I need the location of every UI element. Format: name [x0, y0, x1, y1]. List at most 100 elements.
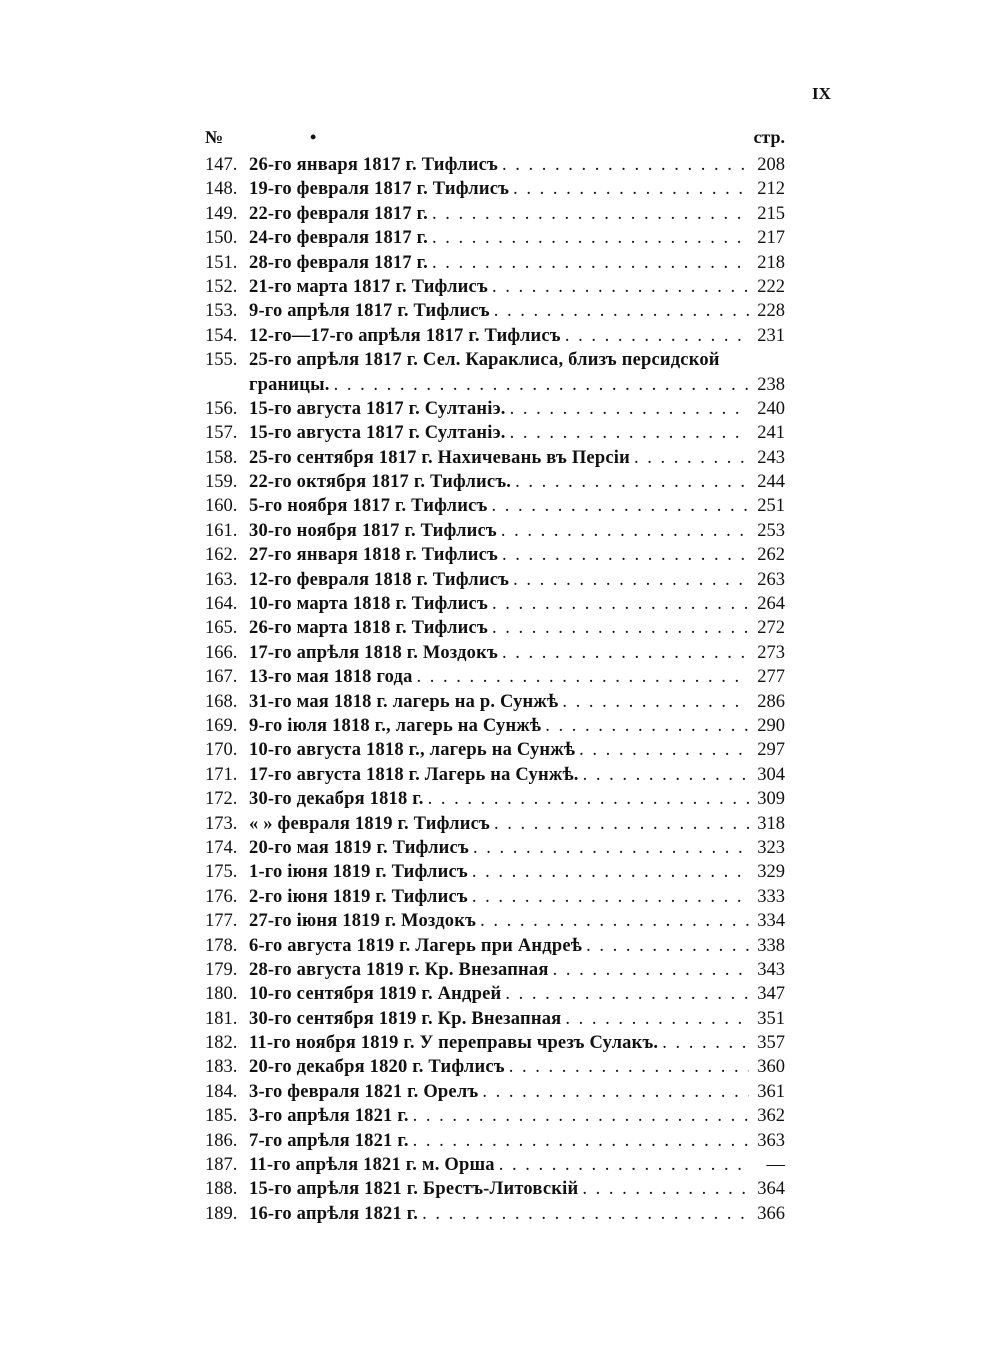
entry-number: 163.: [205, 569, 238, 590]
entry-number: 183.: [205, 1057, 238, 1078]
dot-leader: [579, 738, 749, 762]
entry-title: 3-го апрѣля 1821 г.: [249, 1106, 409, 1127]
toc-entry: 178. 6-го августа 1819 г. Лагерь при Андр…: [205, 934, 785, 958]
dot-leader: [473, 836, 749, 860]
dot-leader: [501, 519, 749, 543]
entry-page: 228: [757, 301, 785, 322]
entry-title: 11-го апрѣля 1821 г. м. Орша: [249, 1155, 495, 1176]
entry-page: 251: [757, 496, 785, 517]
entry-number: 187.: [205, 1155, 238, 1176]
entry-title: 15-го августа 1817 г. Султаніэ.: [249, 423, 506, 444]
entry-title: 16-го апрѣля 1821 г.: [249, 1203, 419, 1224]
entry-number: 158.: [205, 447, 238, 468]
toc-entry: 153. 9-го апрѣля 1817 г. Тифлисъ 228: [205, 299, 785, 323]
entry-number: 170.: [205, 740, 238, 761]
toc-entry: 189. 16-го апрѣля 1821 г. 366: [205, 1202, 785, 1226]
entry-number: 185.: [205, 1106, 238, 1127]
entry-number: 149.: [205, 203, 238, 224]
entry-title: 15-го августа 1817 г. Султаніэ.: [249, 398, 506, 419]
ornament-mark: •: [310, 127, 317, 147]
dot-leader: [494, 812, 749, 836]
dot-leader: [482, 1080, 749, 1104]
toc-entry: 184. 3-го февраля 1821 г. Орелъ 361: [205, 1080, 785, 1104]
toc-entry: 188. 15-го апрѣля 1821 г. Брестъ-Литовскі…: [205, 1177, 785, 1201]
toc-entry: 169. 9-го іюля 1818 г., лагерь на Сунжѣ 29…: [205, 714, 785, 738]
entry-number: 159.: [205, 472, 238, 493]
entry-title: 2-го іюня 1819 г. Тифлисъ: [249, 886, 468, 907]
toc-entry: 157. 15-го августа 1817 г. Султаніэ. 241: [205, 421, 785, 445]
entry-title: 20-го мая 1819 г. Тифлисъ: [249, 837, 469, 858]
entry-title: 27-го января 1818 г. Тифлисъ: [249, 545, 499, 566]
entry-title: 17-го августа 1818 г. Лагерь на Сунжѣ.: [249, 764, 579, 785]
entry-number: 186.: [205, 1130, 238, 1151]
entry-page: 351: [757, 1008, 785, 1029]
entry-page: 264: [757, 594, 785, 615]
dot-leader: [502, 543, 749, 567]
entry-number: 173.: [205, 813, 238, 834]
toc-entry: 155. 25-го апрѣля 1817 г. Сел. Караклиса,…: [205, 348, 785, 372]
entry-number: 154.: [205, 325, 238, 346]
dot-leader: [428, 787, 749, 811]
entry-page: 366: [757, 1203, 785, 1224]
toc-entry: 159. 22-го октября 1817 г. Тифлисъ. 244: [205, 470, 785, 494]
entry-page: 363: [757, 1130, 785, 1151]
page-number: IX: [812, 84, 831, 103]
toc-entry: 182. 11-го ноября 1819 г. У переправы чре…: [205, 1031, 785, 1055]
page-column-label: стр.: [753, 127, 785, 147]
entry-page: 364: [757, 1179, 785, 1200]
entry-title: 12-го февраля 1818 г. Тифлисъ: [249, 569, 510, 590]
toc-entry: 149. 22-го февраля 1817 г. 215: [205, 202, 785, 226]
entry-page: 338: [757, 935, 785, 956]
entry-page: 323: [757, 837, 785, 858]
entry-title: 9-го апрѣля 1817 г. Тифлисъ: [249, 301, 490, 322]
toc-entry: 151. 28-го февраля 1817 г. 218: [205, 251, 785, 275]
entry-page: 361: [757, 1081, 785, 1102]
entry-page: 231: [757, 325, 785, 346]
dot-leader: [502, 153, 749, 177]
dot-leader: [510, 397, 749, 421]
toc-entry: 165. 26-го марта 1818 г. Тифлисъ 272: [205, 616, 785, 640]
entry-title: 30-го сентября 1819 г. Кр. Внезапная: [249, 1008, 562, 1029]
entry-number: 167.: [205, 667, 238, 688]
entry-title: 20-го декабря 1820 г. Тифлисъ: [249, 1057, 505, 1078]
entry-number: 172.: [205, 789, 238, 810]
dot-leader: [494, 299, 749, 323]
entry-number: 176.: [205, 886, 238, 907]
entry-title: 17-го апрѣля 1818 г. Моздокъ: [249, 642, 498, 663]
entry-page: 360: [757, 1057, 785, 1078]
entry-title: 10-го августа 1818 г., лагерь на Сунжѣ: [249, 740, 576, 761]
toc-entry: 148. 19-го февраля 1817 г. Тифлисъ 212: [205, 177, 785, 201]
dot-leader: [502, 641, 749, 665]
entry-page: —: [766, 1155, 786, 1176]
entry-number: 189.: [205, 1203, 238, 1224]
toc-entry: 174. 20-го мая 1819 г. Тифлисъ 323: [205, 836, 785, 860]
entry-page: 208: [757, 155, 785, 175]
toc-entry: 187. 11-го апрѣля 1821 г. м. Орша —: [205, 1153, 785, 1177]
toc-entry: 181. 30-го сентября 1819 г. Кр. Внезапная…: [205, 1007, 785, 1031]
entry-number: 175.: [205, 862, 238, 883]
dot-leader: [413, 1129, 749, 1153]
toc-entry: 173. « » февраля 1819 г. Тифлисъ 318: [205, 812, 785, 836]
entry-title: 7-го апрѣля 1821 г.: [249, 1130, 409, 1151]
entry-title: 6-го августа 1819 г. Лагерь при Андреѣ: [249, 935, 583, 956]
toc-entry: 154. 12-го—17-го апрѣля 1817 г. Тифлисъ 23…: [205, 324, 785, 348]
entry-title: 15-го апрѣля 1821 г. Брестъ-Литовскій: [249, 1179, 579, 1200]
dot-leader: [480, 909, 749, 933]
dot-leader: [432, 251, 749, 275]
table-of-contents: № • стр. 147. 26-го января 1817 г. Тифлис…: [205, 127, 785, 1226]
entry-page: 333: [757, 886, 785, 907]
entry-page: 253: [757, 520, 785, 541]
toc-entry: 172. 30-го декабря 1818 г. 309: [205, 787, 785, 811]
entry-title: 30-го ноября 1817 г. Тифлисъ: [249, 520, 497, 541]
entry-page: 286: [757, 691, 785, 712]
dot-leader: [509, 1055, 749, 1079]
entry-number: 169.: [205, 715, 238, 736]
entry-title: 1-го іюня 1819 г. Тифлисъ: [249, 862, 468, 883]
entry-number: 156.: [205, 398, 238, 419]
entry-title: 10-го марта 1818 г. Тифлисъ: [249, 594, 488, 615]
dot-leader: [505, 982, 749, 1006]
entry-page: 273: [757, 642, 785, 663]
entry-number: 152.: [205, 276, 238, 297]
entry-number: 151.: [205, 252, 238, 273]
toc-entry: 161. 30-го ноября 1817 г. Тифлисъ 253: [205, 519, 785, 543]
